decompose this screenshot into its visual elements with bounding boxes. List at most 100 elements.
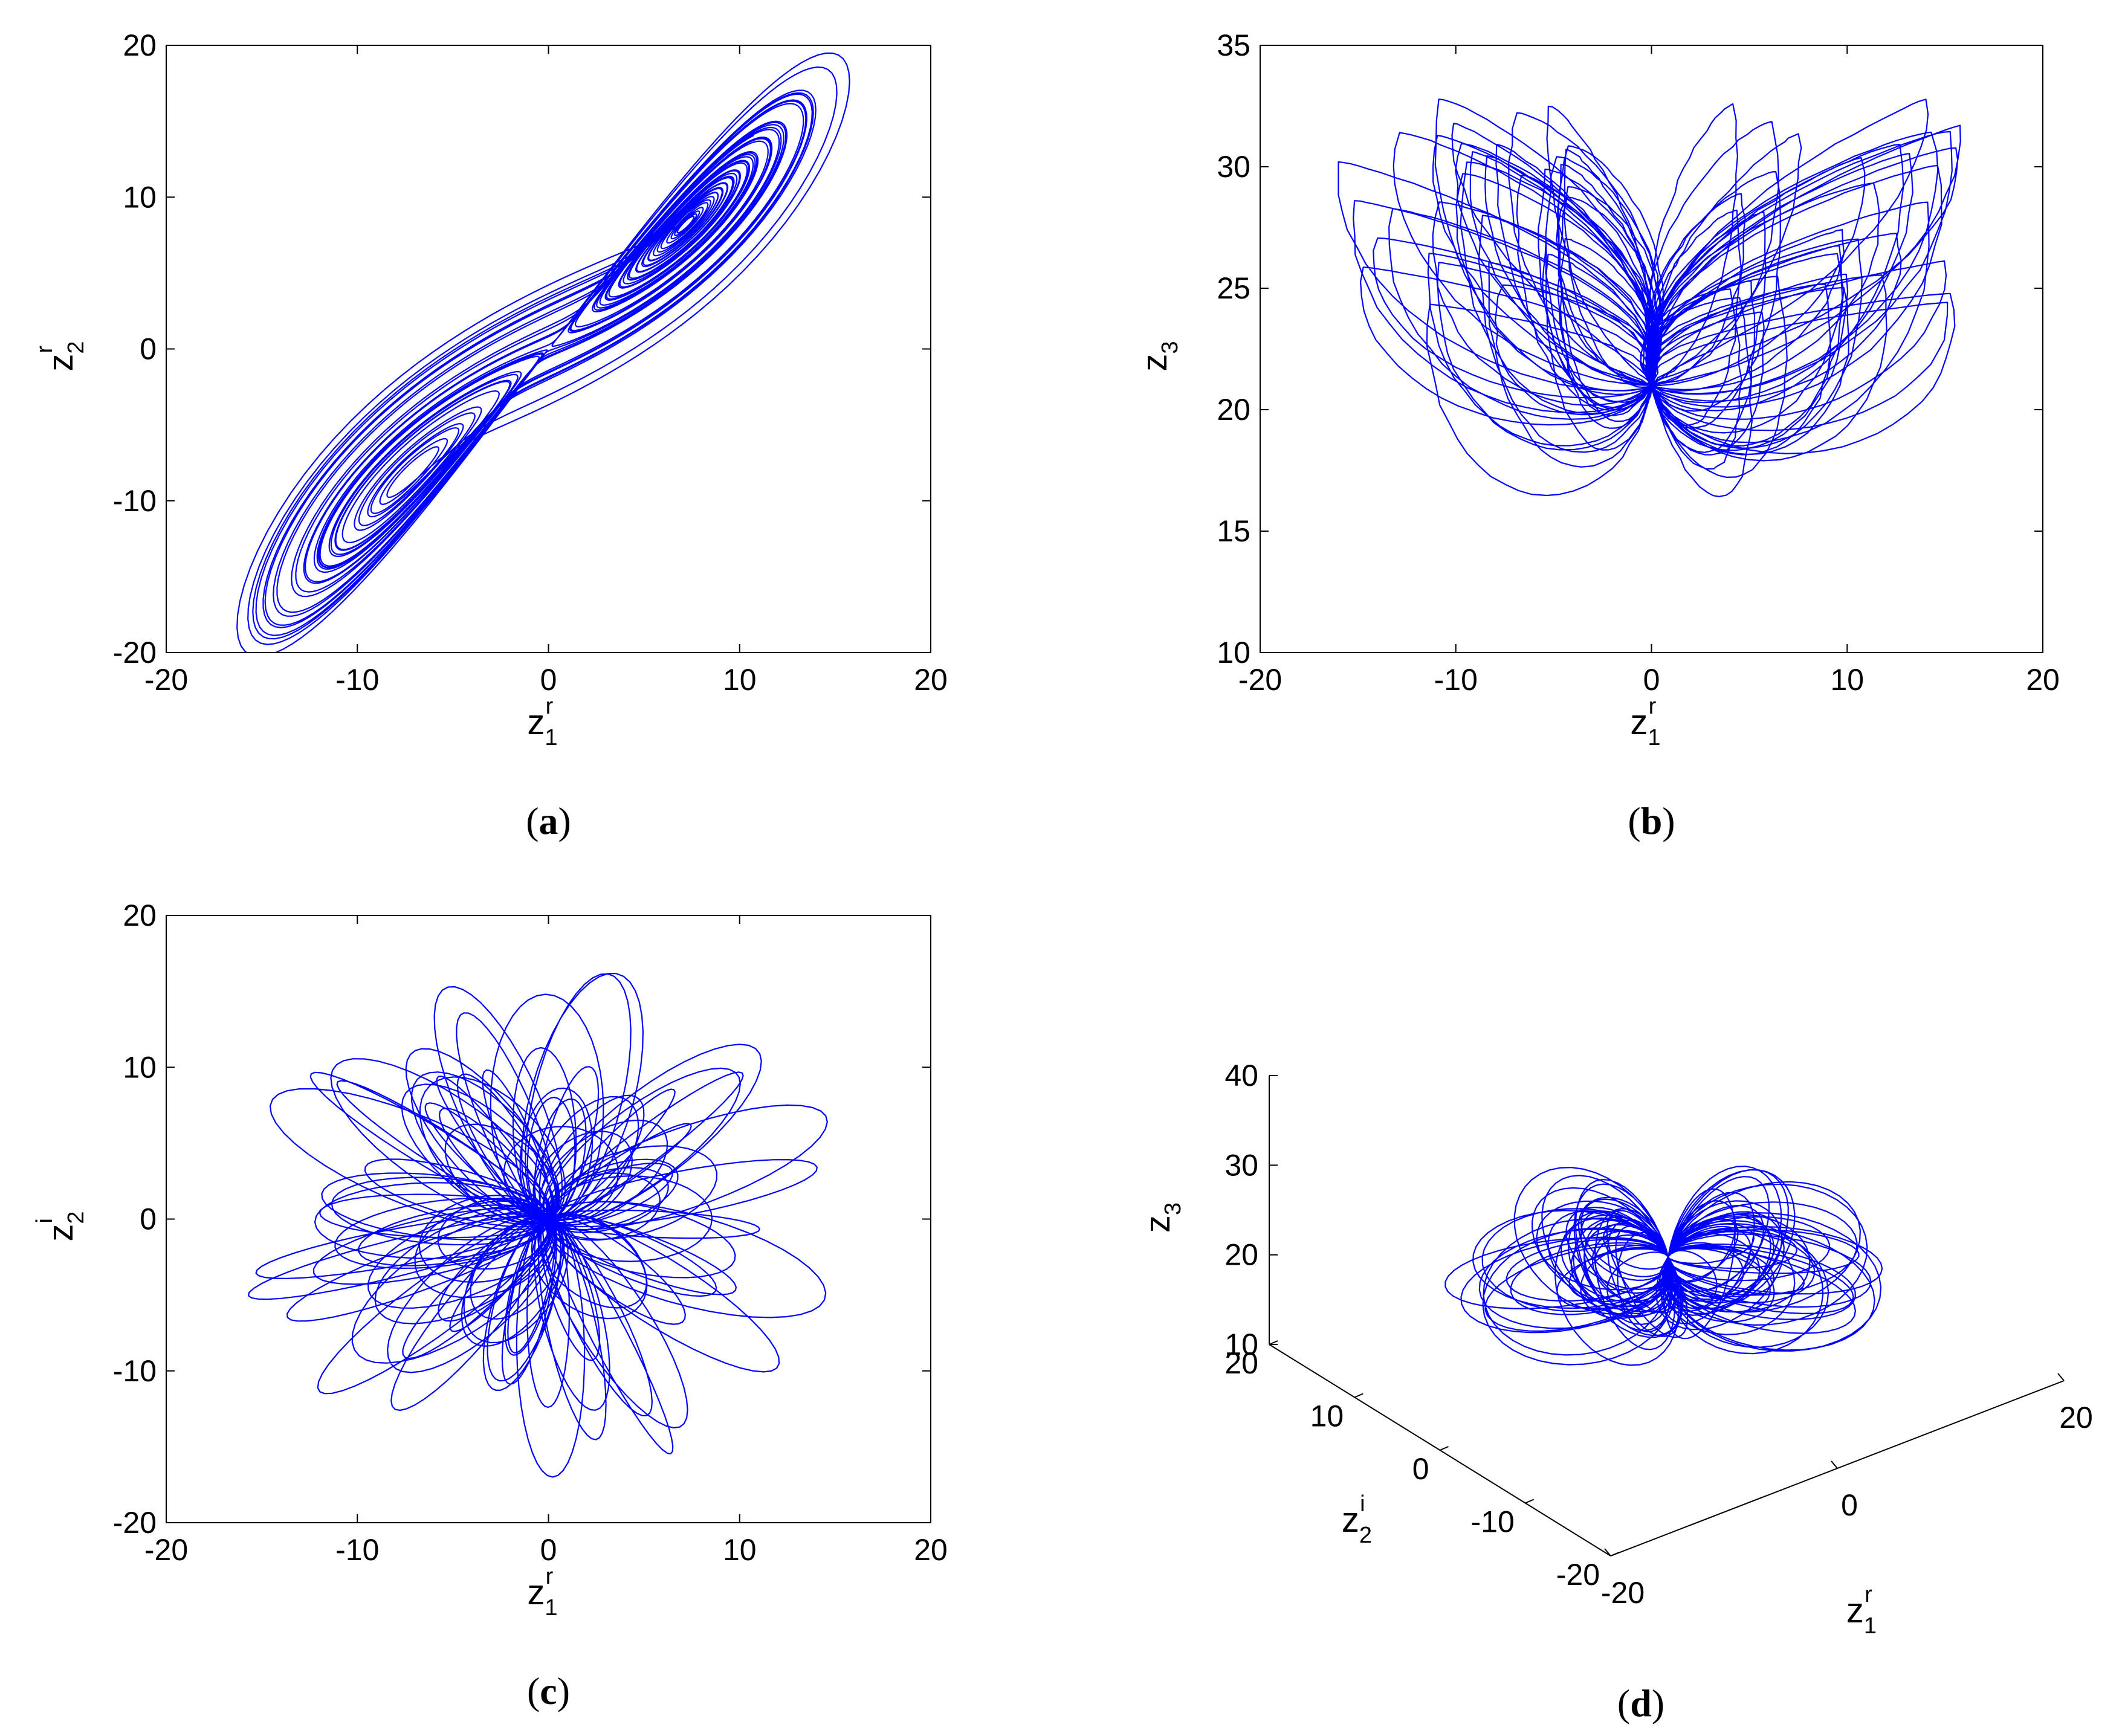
- x-tick-mark: [1831, 1460, 1838, 1469]
- x-tick-label: 20: [914, 1533, 948, 1567]
- axis-label: z2r: [32, 341, 89, 371]
- axis-label-superscript: i: [32, 1218, 57, 1223]
- y-tick-mark: [1610, 1552, 1620, 1557]
- trajectory-curve: [1444, 1166, 1883, 1366]
- x-tick-label: 20: [914, 663, 948, 697]
- axis-label-base: z: [527, 1573, 545, 1612]
- y-tick-label: 20: [123, 899, 157, 932]
- x-tick-label: -20: [1238, 663, 1282, 697]
- x-tick-label: 0: [540, 1533, 557, 1567]
- axis-label: z1 r: [1846, 1582, 1877, 1639]
- y-tick-label: 0: [140, 1202, 157, 1236]
- caption-letter: b: [1641, 799, 1663, 842]
- axis-label: z3: [1138, 1202, 1186, 1233]
- axis-label: z1 r: [1630, 694, 1660, 750]
- y-tick-label: 10: [123, 1050, 157, 1084]
- y-tick-label: 35: [1217, 28, 1250, 62]
- panel-caption: (d): [1617, 1682, 1664, 1725]
- z-tick-label: 40: [1224, 1059, 1258, 1092]
- x-tick-label: 20: [2026, 663, 2060, 697]
- caption-paren-close: ): [1652, 1682, 1664, 1725]
- caption-paren-close: ): [557, 1670, 570, 1712]
- y-tick-label: 0: [140, 332, 157, 366]
- axis-label-subscript: 3: [1157, 341, 1183, 353]
- axis-label-base: z: [1846, 1591, 1864, 1630]
- axis-label-superscript: r: [546, 694, 554, 719]
- x-tick-label: 10: [723, 663, 757, 697]
- x-tick-label: -20: [1601, 1576, 1645, 1610]
- axis-label: z2 i: [32, 1211, 89, 1241]
- axis-label-base: z: [1630, 703, 1648, 742]
- y-tick-label: 10: [123, 180, 157, 214]
- caption-letter: d: [1630, 1682, 1652, 1725]
- axis-label-base: z: [41, 1224, 80, 1242]
- axis-label: z1 r: [527, 1564, 557, 1621]
- caption-paren-open: (: [1617, 1682, 1630, 1725]
- x-tick-label: -20: [144, 1533, 188, 1567]
- axis-label-base: z: [1138, 1215, 1177, 1233]
- trajectory-curve: [1338, 98, 1961, 497]
- x-tick-label: -10: [335, 663, 379, 697]
- axis-label: z1 r: [527, 694, 557, 750]
- y-tick-label: -10: [113, 1354, 157, 1388]
- y-tick-label: 0: [1412, 1452, 1429, 1486]
- axis-label-subscript: 1: [1864, 1613, 1877, 1639]
- panel-caption: (c): [527, 1670, 570, 1712]
- axis-label-subscript: 2: [63, 341, 89, 353]
- x-tick-mark: [1604, 1548, 1611, 1557]
- y-tick-label: 30: [1217, 150, 1250, 184]
- axis-label: z2 i: [1342, 1491, 1372, 1548]
- y-tick-mark: [1354, 1393, 1363, 1398]
- axis-label-superscript: r: [1649, 694, 1657, 719]
- z-tick-label: 20: [1224, 1238, 1258, 1272]
- axis-label-base: z: [527, 703, 545, 742]
- axis-label-base: z: [41, 354, 80, 372]
- y-tick-label: 15: [1217, 514, 1250, 548]
- plot-area: [1338, 98, 1961, 497]
- axis-label-subscript: 1: [545, 1595, 557, 1621]
- x-tick-label: 0: [1841, 1488, 1858, 1522]
- x-tick-label: 0: [1643, 663, 1660, 697]
- panel-caption: (a): [526, 799, 571, 842]
- y-tick-label: 20: [123, 28, 157, 62]
- caption-paren-close: ): [1662, 799, 1675, 842]
- x-tick-label: -10: [1434, 663, 1478, 697]
- y-tick-label: 20: [1224, 1346, 1258, 1380]
- panel-b: -20 -10 0 10 20 10 15 20 25 30 35 z1 rz 3 (b): [1135, 28, 2060, 842]
- x-tick-label: -10: [335, 1533, 379, 1567]
- y-tick-label: -20: [113, 1506, 157, 1540]
- axis-label-subscript: 2: [1359, 1523, 1372, 1548]
- y-tick-label: -10: [113, 484, 157, 518]
- x-tick-label: 10: [1830, 663, 1864, 697]
- trajectory-curve: [236, 52, 850, 653]
- axis-label-superscript: i: [1360, 1491, 1365, 1517]
- z-tick-label: 10: [1224, 1328, 1258, 1361]
- y-tick-mark: [1525, 1499, 1535, 1504]
- z-tick-label: 30: [1224, 1148, 1258, 1182]
- y-tick-label: 25: [1217, 271, 1250, 305]
- y-tick-label: -20: [1556, 1558, 1600, 1592]
- axis-label-subscript: 1: [545, 725, 557, 750]
- x-tick-label: 10: [723, 1533, 757, 1567]
- axis-label-superscript: r: [546, 1564, 554, 1589]
- axis-label-superscript: r: [32, 345, 57, 353]
- plot-area: [236, 52, 850, 653]
- y-tick-label: 20: [1217, 393, 1250, 427]
- axis-label-subscript: 3: [1160, 1202, 1186, 1215]
- y-tick-label: -10: [1470, 1505, 1514, 1539]
- caption-letter: a: [539, 799, 558, 842]
- x-tick-label: 20: [2059, 1401, 2093, 1434]
- axis-label-subscript: 2: [63, 1211, 89, 1224]
- axis-label-superscript: r: [1865, 1582, 1872, 1607]
- panel-caption: (b): [1628, 799, 1675, 842]
- axis-label-subscript: 1: [1648, 725, 1660, 750]
- axis-label-base: z: [1342, 1500, 1359, 1540]
- caption-paren-open: (: [527, 1670, 540, 1712]
- trajectory-curve: [247, 973, 828, 1478]
- y-tick-label: 10: [1217, 636, 1250, 670]
- caption-paren-open: (: [1628, 799, 1640, 842]
- x-tick-mark: [2057, 1373, 2065, 1381]
- y-tick-label: 10: [1310, 1399, 1344, 1433]
